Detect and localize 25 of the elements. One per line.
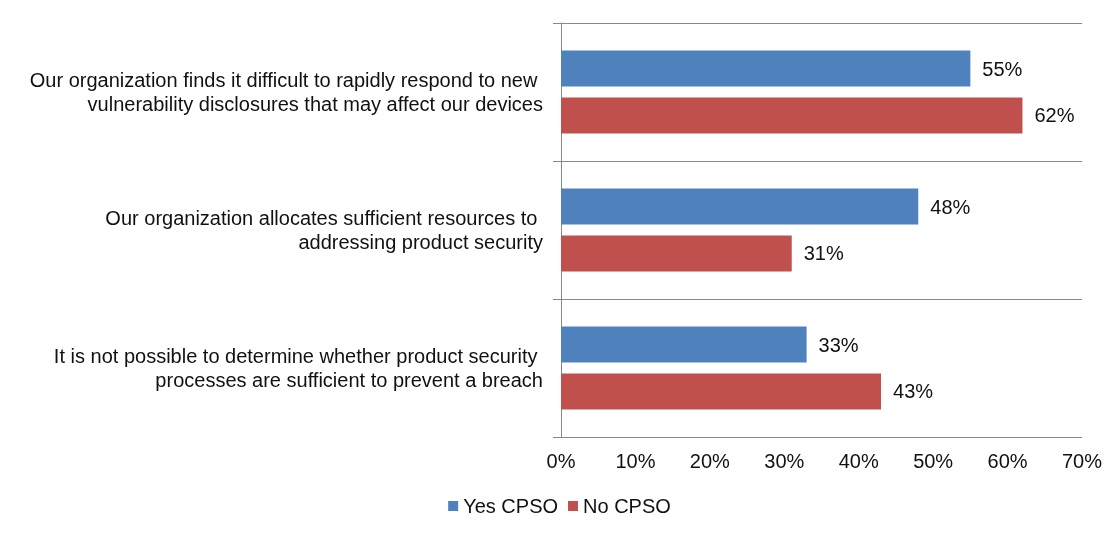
bar: [561, 326, 807, 363]
data-label: 48%: [930, 195, 971, 218]
data-label: 31%: [803, 242, 844, 265]
x-tick-label: 50%: [913, 450, 954, 472]
y-tick-label: Our organization allocates sufficient resources to addressing product security: [105, 207, 543, 253]
y-tick-label: It is not possible to determine whether product security processes are sufficient to prevent a breach: [53, 345, 543, 391]
x-tick-label: 0%: [546, 450, 576, 472]
x-tick-label: 70%: [1061, 450, 1103, 472]
bar: [561, 188, 919, 225]
bar: [561, 373, 882, 410]
data-label: 55%: [982, 57, 1023, 80]
bar: [561, 235, 792, 272]
x-tick-label: 20%: [689, 450, 731, 472]
legend-label: No CPSO: [583, 495, 671, 517]
x-tick-label: 30%: [764, 450, 805, 472]
data-label: 43%: [893, 380, 934, 403]
y-tick-label: Our organization finds it difficult to rapidly respond to new vulnerability disclosures that may affect our devices: [29, 69, 543, 115]
x-tick-label: 40%: [838, 450, 879, 472]
bar: [561, 97, 1023, 134]
data-label: 62%: [1034, 104, 1075, 127]
x-tick-label: 60%: [987, 450, 1028, 472]
x-tick-label: 10%: [615, 450, 656, 472]
bar: [561, 50, 971, 87]
legend-label: Yes CPSO: [463, 495, 559, 517]
data-label: 33%: [818, 333, 859, 356]
